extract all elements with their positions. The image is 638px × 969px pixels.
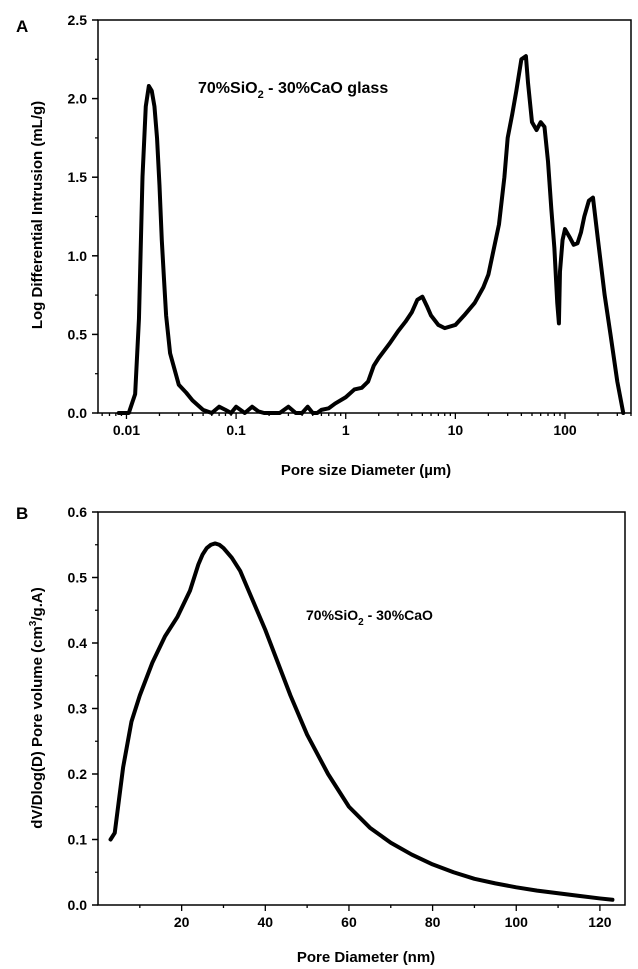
chart-a-xtick-label: 0.01 <box>113 422 140 438</box>
chart-b-ylabel-rest: /g.A) <box>29 587 46 620</box>
chart-a-series-line <box>116 54 626 415</box>
chart-a-ylabel: Log Differential Intrusion (mL/g) <box>29 101 46 329</box>
panel-letter-a: A <box>16 17 28 36</box>
chart-a-annotation-sub: 2 <box>258 89 264 101</box>
chart-a-annotation-rest: - 30%CaO glass <box>264 80 389 97</box>
chart-b-ticks <box>92 511 601 911</box>
chart-b-ytick-label: 0.2 <box>68 766 88 782</box>
chart-b-ytick-label: 0.5 <box>68 570 88 586</box>
chart-a-xtick-label: 10 <box>448 422 464 438</box>
chart-b-xtick-label: 80 <box>425 914 441 930</box>
chart-a-ytick-label: 1.0 <box>68 248 88 264</box>
chart-b-tick-labels: 0.0 0.1 0.2 0.3 0.4 0.5 0.6 20 40 60 80 100 120 <box>68 504 612 930</box>
chart-b-ytick-label: 0.4 <box>68 635 88 651</box>
chart-b-series-line <box>108 541 615 902</box>
chart-a-xtick-label: 100 <box>553 422 577 438</box>
chart-a-xtick-label: 0.1 <box>226 422 246 438</box>
chart-b-ylabel-text: dV/Dlog(D) Pore volume (cm3/g.A) <box>28 587 46 828</box>
chart-b-xlabel: Pore Diameter (nm) <box>297 949 435 966</box>
chart-b: B dV/Dlog(D) Pore volume (cm3/g.A) Pore … <box>16 504 626 966</box>
chart-b-ytick-label: 0.3 <box>68 701 88 717</box>
chart-b-xtick-label: 40 <box>258 914 274 930</box>
chart-a-xtick-label: 1 <box>342 422 350 438</box>
chart-a-annotation: 70%SiO2 - 30%CaO glass <box>198 80 388 101</box>
chart-b-annotation-sub: 2 <box>358 617 364 628</box>
chart-a-ytick-label: 1.5 <box>68 169 88 185</box>
chart-b-ylabel-sup: 3 <box>28 620 39 626</box>
chart-b-plot-frame <box>97 511 626 906</box>
chart-b-ytick-label: 0.6 <box>68 504 88 520</box>
chart-b-ylabel: dV/Dlog(D) Pore volume (cm3/g.A) <box>28 587 46 828</box>
chart-a-plot-frame <box>97 19 632 414</box>
chart-b-ytick-label: 0.0 <box>68 897 88 913</box>
chart-b-xtick-label: 20 <box>174 914 190 930</box>
chart-a-tick-labels: 0.0 0.5 1.0 1.5 2.0 2.5 0.01 0.1 1 10 100 <box>68 12 577 438</box>
chart-a-ylabel-text: Log Differential Intrusion (mL/g) <box>29 101 46 329</box>
chart-a-ytick-label: 0.0 <box>68 405 88 421</box>
chart-a-ytick-label: 0.5 <box>68 326 88 342</box>
chart-b-xtick-label: 120 <box>588 914 612 930</box>
chart-b-xtick-label: 100 <box>505 914 529 930</box>
chart-a: A Log Differential Intrusion (mL/g) Pore… <box>16 12 632 479</box>
chart-a-ytick-label: 2.0 <box>68 91 88 107</box>
chart-a-xlabel: Pore size Diameter (µm) <box>281 462 451 479</box>
chart-b-xtick-label: 60 <box>341 914 357 930</box>
chart-b-annotation-rest: - 30%CaO <box>364 607 433 623</box>
panel-letter-b: B <box>16 504 28 523</box>
chart-b-annotation: 70%SiO2 - 30%CaO <box>306 607 433 628</box>
chart-a-ytick-label: 2.5 <box>68 12 88 28</box>
chart-b-ytick-label: 0.1 <box>68 832 88 848</box>
